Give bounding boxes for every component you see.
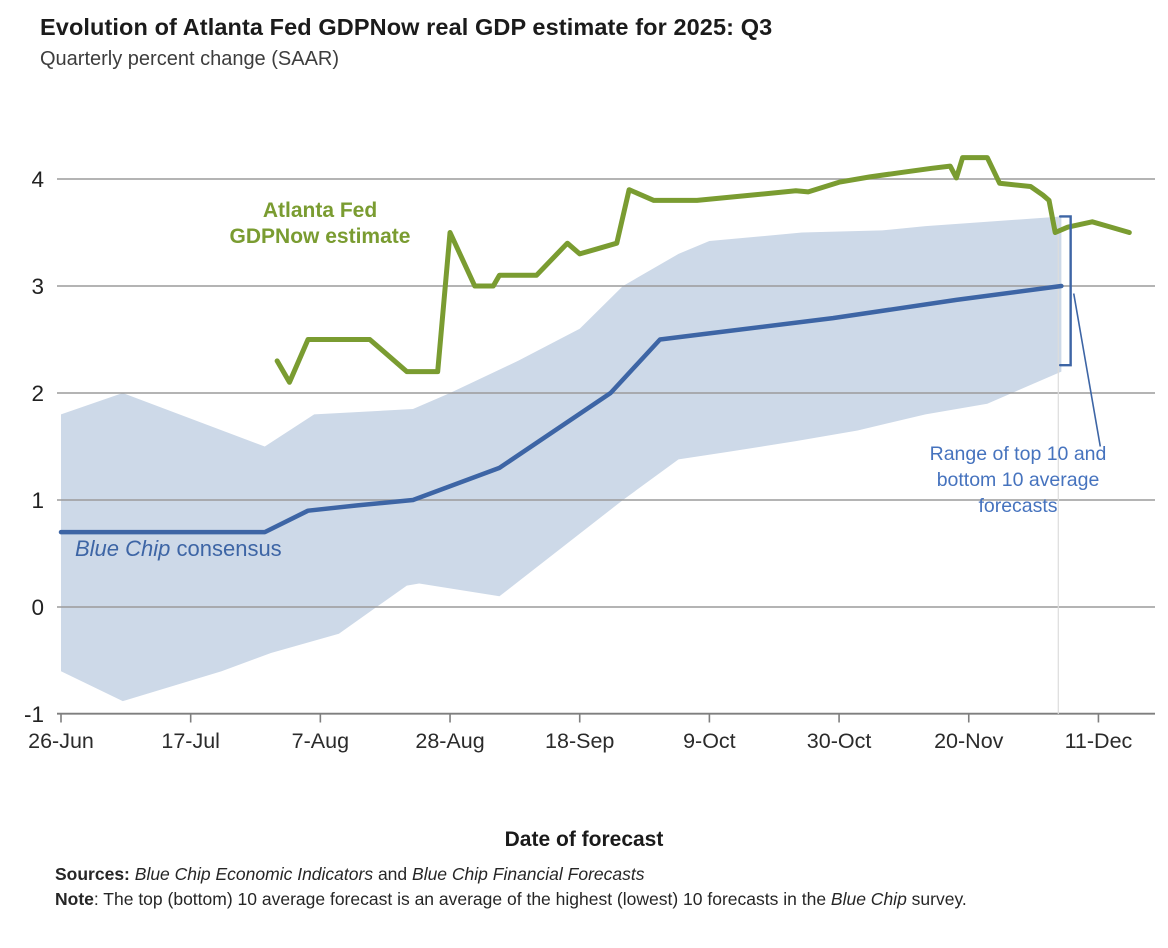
bluechip-series-label-italic: Blue Chip (75, 536, 171, 561)
sources-publication-1: Blue Chip Economic Indicators (134, 864, 374, 884)
chart-subtitle: Quarterly percent change (SAAR) (40, 48, 340, 70)
range-annotation-line3: forecasts (978, 495, 1058, 517)
note-text-pre: : The top (bottom) 10 average forecast i… (93, 889, 831, 909)
y-tick-label-3: 3 (31, 274, 44, 299)
gdpnow-series-label-line1: Atlanta Fed (262, 199, 378, 222)
x-tick-label-20-Nov: 20-Nov (934, 729, 1004, 753)
gdpnow-series-label-line2: GDPNow estimate (229, 225, 411, 248)
range-annotation-line1: Range of top 10 and (929, 443, 1107, 465)
chart-footer: Sources: Blue Chip Economic Indicators a… (55, 862, 1145, 912)
bluechip-series-label: Blue Chip consensus (75, 536, 375, 562)
sources-line: Sources: Blue Chip Economic Indicators a… (55, 862, 1145, 887)
note-line: Note: The top (bottom) 10 average foreca… (55, 887, 1145, 912)
x-axis-title: Date of forecast (504, 828, 664, 851)
x-tick-label-26-Jun: 26-Jun (28, 729, 94, 753)
range-bracket-path (1058, 215, 1072, 367)
y-tick-label-2: 2 (31, 381, 44, 406)
range-annotation-line2: bottom 10 average (936, 469, 1100, 491)
note-text-post: survey. (906, 889, 967, 909)
gdpnow-series-label: Atlanta Fed GDPNow estimate (190, 198, 450, 250)
note-italic: Blue Chip (830, 889, 907, 909)
range-annotation-label: Range of top 10 and bottom 10 average fo… (893, 441, 1143, 519)
x-tick-label-7-Aug: 7-Aug (292, 729, 349, 753)
x-axis: 26-Jun 17-Jul 7-Aug 28-Aug 18-Sep 9-Oct 30-Oct… (28, 712, 1155, 753)
range-annotation-pointer-line (1072, 293, 1102, 447)
y-tick-label-1: 1 (31, 488, 44, 513)
data-series-lines (58, 155, 1132, 535)
range-bracket (1058, 215, 1102, 447)
y-tick-label--1: -1 (24, 702, 44, 727)
forecast-range-band (61, 216, 1062, 702)
y-tick-label-0: 0 (31, 595, 44, 620)
chart-title: Evolution of Atlanta Fed GDPNow real GDP… (40, 14, 773, 40)
x-tick-label-30-Oct: 30-Oct (807, 729, 872, 753)
bluechip-series-label-rest: consensus (170, 536, 282, 561)
x-tick-label-9-Oct: 9-Oct (683, 729, 736, 753)
x-tick-label-11-Dec: 11-Dec (1065, 729, 1133, 753)
series-line-blue-chip-consensus (58, 283, 1064, 535)
x-tick-label-18-Sep: 18-Sep (545, 729, 614, 753)
x-tick-label-28-Aug: 28-Aug (415, 729, 484, 753)
note-label: Note (55, 889, 94, 909)
sources-connector: and (373, 864, 413, 884)
sources-label: Sources: (55, 864, 130, 884)
gridlines: 4 3 2 1 0 -1 (24, 167, 1155, 727)
forecast-range-band-area (61, 216, 1062, 702)
x-tick-label-17-Jul: 17-Jul (161, 729, 220, 753)
sources-publication-2: Blue Chip Financial Forecasts (412, 864, 645, 884)
y-tick-label-4: 4 (31, 167, 44, 192)
series-line-atlanta-fed-gdpnow-estimate (274, 155, 1132, 385)
